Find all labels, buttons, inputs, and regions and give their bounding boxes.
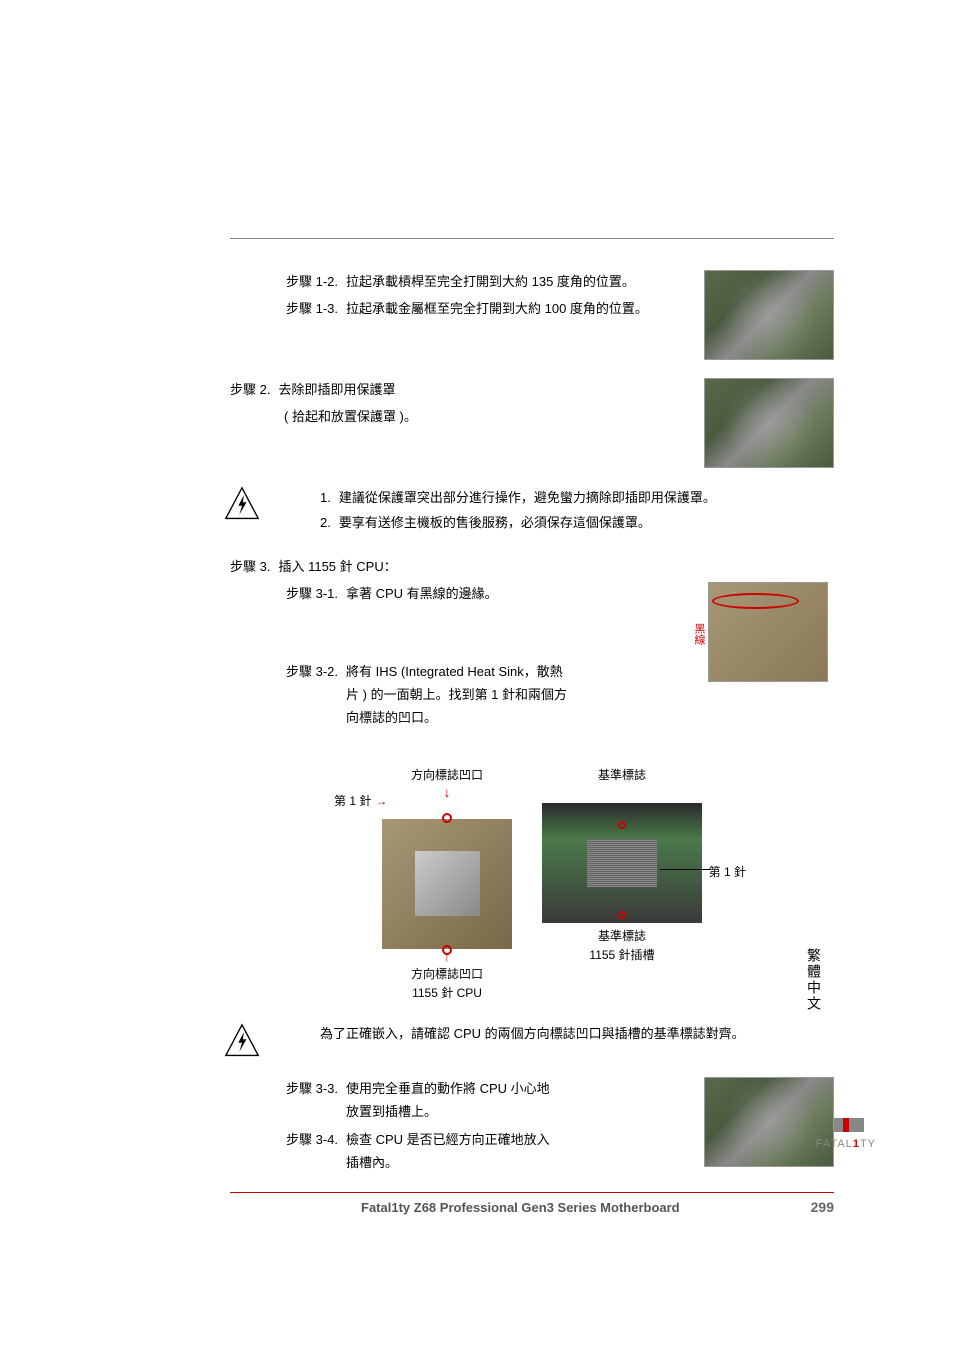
fatal1ty-brand-text: FATAL1TY bbox=[816, 1138, 876, 1150]
notch-label-top: 方向標誌凹口 bbox=[382, 766, 512, 783]
warning-box-2: 為了正確嵌入，請確認 CPU 的兩個方向標誌凹口與插槽的基準標誌對齊。 bbox=[224, 1023, 834, 1059]
warning-1-num-2: 2. bbox=[320, 511, 331, 534]
step-2-row: 步驟 2. 去除即插即用保護罩 bbox=[230, 378, 694, 401]
photo-remove-cover bbox=[704, 378, 834, 468]
step-2-sub-row: ( 拾起和放置保護罩 )。 bbox=[230, 405, 694, 428]
language-side-tab: 繁體中文 bbox=[804, 948, 824, 1012]
lightning-warning-icon bbox=[224, 486, 260, 522]
warning-box-1: 1. 建議從保護罩突出部分進行操作，避免蠻力摘除即插即用保護罩。 2. 要享有送… bbox=[224, 486, 834, 537]
step-3-3-text: 使用完全垂直的動作將 CPU 小心地放置到插槽上。 bbox=[346, 1077, 554, 1124]
step-3-4-row: 步驟 3-4. 檢查 CPU 是否已經方向正確地放入插槽內。 bbox=[286, 1128, 694, 1175]
align-label-bottom: 基準標誌 bbox=[542, 927, 702, 944]
warning-1-item-1: 1. 建議從保護罩突出部分進行操作，避免蠻力摘除即插即用保護罩。 bbox=[320, 486, 814, 509]
page-footer: Fatal1ty Z68 Professional Gen3 Series Mo… bbox=[230, 1199, 834, 1215]
section-step-3-3: 步驟 3-3. 使用完全垂直的動作將 CPU 小心地放置到插槽上。 步驟 3-4… bbox=[230, 1077, 834, 1179]
warning-1-num-1: 1. bbox=[320, 486, 331, 509]
page-number: 299 bbox=[811, 1199, 834, 1215]
section-step-3: 步驟 3. 插入 1155 針 CPU： 黑線 步驟 3-1. 拿著 CPU 有… bbox=[230, 555, 834, 734]
cpu-socket-diagram: 方向標誌凹口 ↓ 第 1 針→ ↑ 方向標誌凹口 1155 針 CPU 基準標誌… bbox=[250, 764, 834, 1003]
arrow-right-icon: → bbox=[375, 794, 387, 808]
step-2-label: 步驟 2. bbox=[230, 378, 270, 401]
fatal1ty-logo-mark bbox=[834, 1118, 864, 1132]
step-3-2-text: 將有 IHS (Integrated Heat Sink，散熱片 ) 的一面朝上… bbox=[346, 660, 568, 730]
step-1-2-row: 步驟 1-2. 拉起承載槓桿至完全打開到大約 135 度角的位置。 bbox=[286, 270, 694, 293]
step-3-2-label: 步驟 3-2. bbox=[286, 660, 338, 730]
step-3-text: 插入 1155 針 CPU： bbox=[278, 555, 834, 578]
diagram-socket-image: 第 1 針 bbox=[542, 803, 702, 923]
diagram-cpu: 方向標誌凹口 ↓ 第 1 針→ ↑ 方向標誌凹口 1155 針 CPU bbox=[382, 764, 512, 1003]
section-step-1-2: 步驟 1-2. 拉起承載槓桿至完全打開到大約 135 度角的位置。 步驟 1-3… bbox=[230, 270, 834, 360]
diagram-socket: 基準標誌 第 1 針 基準標誌 1155 針插槽 bbox=[542, 764, 702, 1003]
step-3-1-text: 拿著 CPU 有黑線的邊緣。 bbox=[346, 582, 708, 605]
step-3-row: 步驟 3. 插入 1155 針 CPU： bbox=[230, 555, 834, 578]
notch-label-bottom: 方向標誌凹口 bbox=[382, 965, 512, 982]
lightning-warning-icon bbox=[224, 1023, 260, 1059]
step-3-3-row: 步驟 3-3. 使用完全垂直的動作將 CPU 小心地放置到插槽上。 bbox=[286, 1077, 694, 1124]
warning-2-text: 為了正確嵌入，請確認 CPU 的兩個方向標誌凹口與插槽的基準標誌對齊。 bbox=[320, 1023, 814, 1042]
step-1-2-text: 拉起承載槓桿至完全打開到大約 135 度角的位置。 bbox=[346, 270, 694, 293]
step-1-2-label: 步驟 1-2. bbox=[286, 270, 338, 293]
photo-insert-cpu bbox=[704, 1077, 834, 1167]
brand-suffix: TY bbox=[860, 1138, 876, 1150]
black-line-label: 黑線 bbox=[691, 623, 707, 645]
footer-rule bbox=[230, 1192, 834, 1193]
cpu-pin1-label: 第 1 針 → bbox=[334, 792, 387, 809]
socket-pin1-label: 第 1 針 bbox=[709, 863, 746, 880]
step-3-1-label: 步驟 3-1. bbox=[286, 582, 338, 605]
socket-pin1-line bbox=[660, 869, 710, 870]
warning-1-text-2: 要享有送修主機板的售後服務，必須保存這個保護罩。 bbox=[339, 511, 814, 534]
photo-lever-open bbox=[704, 270, 834, 360]
footer-title: Fatal1ty Z68 Professional Gen3 Series Mo… bbox=[230, 1200, 811, 1215]
step-3-label: 步驟 3. bbox=[230, 555, 270, 578]
step-2-text: 去除即插即用保護罩 bbox=[278, 378, 694, 401]
warning-1-text-1: 建議從保護罩突出部分進行操作，避免蠻力摘除即插即用保護罩。 bbox=[339, 486, 814, 509]
warning-1-item-2: 2. 要享有送修主機板的售後服務，必須保存這個保護罩。 bbox=[320, 511, 814, 534]
step-1-3-label: 步驟 1-3. bbox=[286, 297, 338, 320]
warning-1-list: 1. 建議從保護罩突出部分進行操作，避免蠻力摘除即插即用保護罩。 2. 要享有送… bbox=[320, 486, 834, 537]
cpu-pin1-text: 第 1 針 bbox=[334, 794, 371, 808]
notch-marker-top bbox=[442, 813, 452, 823]
arrow-down-icon: ↓ bbox=[382, 785, 512, 799]
socket-marker-bottom bbox=[618, 911, 626, 919]
photo-cpu-black-line: 黑線 bbox=[708, 582, 828, 682]
brand-accent: 1 bbox=[853, 1138, 860, 1150]
top-horizontal-rule bbox=[230, 238, 834, 239]
brand-prefix: FATAL bbox=[816, 1138, 853, 1150]
cpu-caption: 1155 針 CPU bbox=[382, 984, 512, 1001]
step-1-3-text: 拉起承載金屬框至完全打開到大約 100 度角的位置。 bbox=[346, 297, 694, 320]
step-1-3-row: 步驟 1-3. 拉起承載金屬框至完全打開到大約 100 度角的位置。 bbox=[286, 297, 694, 320]
step-3-2-row: 步驟 3-2. 將有 IHS (Integrated Heat Sink，散熱片… bbox=[286, 660, 708, 730]
warning-2-content: 為了正確嵌入，請確認 CPU 的兩個方向標誌凹口與插槽的基準標誌對齊。 bbox=[320, 1023, 834, 1042]
socket-marker-top bbox=[618, 821, 626, 829]
step-2-sub-text: ( 拾起和放置保護罩 )。 bbox=[284, 405, 417, 428]
section-step-2: 步驟 2. 去除即插即用保護罩 ( 拾起和放置保護罩 )。 bbox=[230, 378, 834, 468]
notch-marker-bottom bbox=[442, 945, 452, 955]
socket-caption: 1155 針插槽 bbox=[542, 946, 702, 963]
diagram-cpu-image bbox=[382, 819, 512, 949]
align-label-top: 基準標誌 bbox=[542, 766, 702, 783]
step-3-1-row: 步驟 3-1. 拿著 CPU 有黑線的邊緣。 bbox=[286, 582, 708, 605]
step-3-4-label: 步驟 3-4. bbox=[286, 1128, 338, 1175]
step-3-4-text: 檢查 CPU 是否已經方向正確地放入插槽內。 bbox=[346, 1128, 554, 1175]
step-3-3-label: 步驟 3-3. bbox=[286, 1077, 338, 1124]
